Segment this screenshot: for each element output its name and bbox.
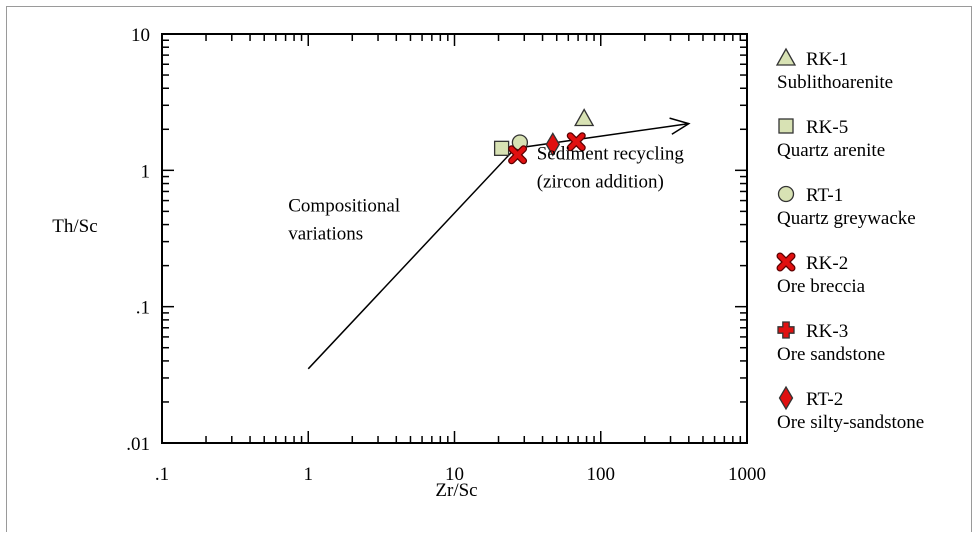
- data-point-rk-2: [509, 146, 526, 164]
- legend-marker-rk-2: [777, 253, 795, 271]
- plot-frame: [161, 33, 748, 444]
- x-tick-label: 1000: [728, 464, 766, 485]
- legend-label: RK-1: [806, 49, 848, 70]
- y-axis-title: Th/Sc: [52, 216, 97, 237]
- legend-marker-rk-1: [775, 47, 797, 66]
- annotation-2: Sediment recycling (zircon addition): [537, 144, 685, 193]
- annotation-line: variations: [288, 223, 363, 244]
- annotation-1: Compositional variations: [288, 195, 400, 244]
- y-tick-label: 1: [141, 161, 151, 182]
- annotation-line: Sediment recycling: [537, 144, 685, 165]
- legend-marker-rk-3: [777, 321, 795, 339]
- data-markers: [493, 108, 595, 165]
- legend-label: RK-5: [806, 117, 848, 138]
- legend-marker-rk-5: [778, 118, 794, 134]
- legend-label: RT-2: [806, 389, 843, 410]
- annotation-line: Compositional: [288, 195, 400, 216]
- legend-description: Ore breccia: [777, 276, 866, 297]
- legend-description: Ore sandstone: [777, 344, 885, 365]
- legend-description: Quartz arenite: [777, 140, 885, 161]
- axis-ticks: [161, 34, 747, 444]
- legend-label: RT-1: [806, 185, 843, 206]
- legend-marker-rt-1: [777, 185, 795, 203]
- y-tick-label: 10: [131, 25, 150, 46]
- x-tick-label: 1: [304, 464, 314, 485]
- x-tick-label: .1: [155, 464, 169, 485]
- plot-axes: [161, 33, 748, 444]
- legend-description: Ore silty-sandstone: [777, 412, 924, 433]
- arrow-head: [669, 117, 691, 135]
- y-tick-label: .1: [136, 298, 150, 319]
- annotations: Compositional variations Sediment recyclin…: [288, 144, 684, 245]
- legend-label: RK-2: [806, 253, 848, 274]
- x-axis-title: Zr/Sc: [435, 480, 477, 501]
- x-tick-label: 10: [445, 464, 464, 485]
- data-point-rk-2: [568, 133, 585, 151]
- data-point-rt-2: [545, 132, 561, 157]
- y-tick-label: .01: [126, 434, 150, 455]
- annotation-line: (zircon addition): [537, 172, 664, 193]
- x-tick-label: 100: [587, 464, 616, 485]
- data-point-rk-5: [493, 140, 510, 156]
- data-point-rk-1: [574, 108, 595, 127]
- legend-marker-rt-2: [778, 385, 794, 411]
- legend-description: Quartz greywacke: [777, 208, 916, 229]
- figure-frame: [6, 6, 972, 532]
- legend-label: RK-3: [806, 321, 848, 342]
- legend-description: Sublithoarenite: [777, 72, 893, 93]
